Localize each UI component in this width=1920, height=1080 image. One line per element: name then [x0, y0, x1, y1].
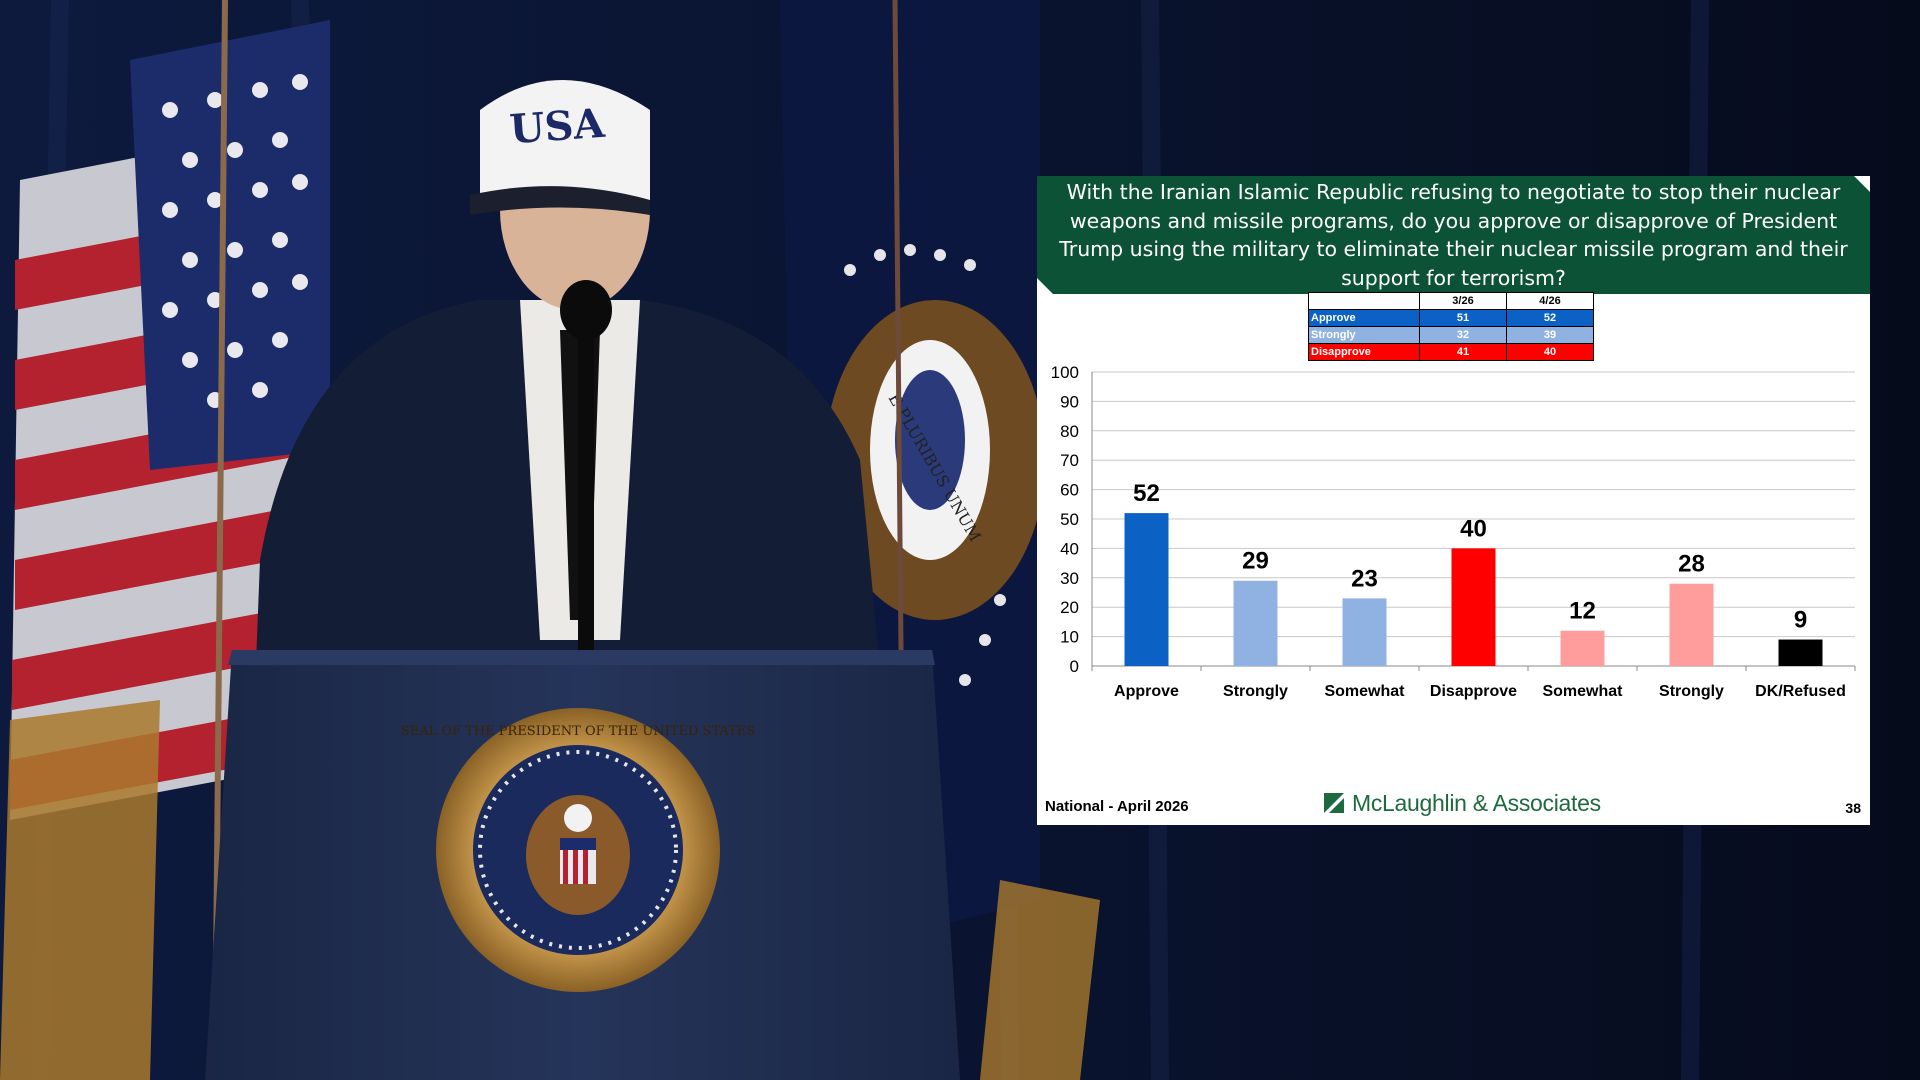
bar	[1124, 513, 1169, 666]
y-tick-label: 60	[1060, 481, 1079, 500]
data-label: 12	[1569, 598, 1596, 625]
trend-row-label: Strongly	[1308, 326, 1420, 344]
y-tick-label: 40	[1060, 539, 1079, 558]
y-tick-label: 10	[1060, 628, 1079, 647]
bar	[1451, 548, 1496, 666]
trend-row-label: Disapprove	[1308, 343, 1420, 361]
trend-cell: 41	[1419, 343, 1507, 361]
category-label: DK/Refused	[1755, 683, 1846, 700]
bar	[1342, 598, 1387, 666]
trend-cell: 51	[1419, 309, 1507, 327]
y-tick-label: 90	[1060, 392, 1079, 411]
bar	[1778, 639, 1823, 666]
trend-cell: 39	[1506, 326, 1594, 344]
trend-table: 3/26 4/26 Approve 51 52 Strongly 32 39 D…	[1308, 292, 1594, 361]
trend-row-disapprove: Disapprove 41 40	[1308, 343, 1594, 361]
trend-col-header: 3/26	[1419, 292, 1507, 310]
trend-header-row: 3/26 4/26	[1308, 292, 1594, 310]
category-label: Strongly	[1223, 683, 1288, 700]
bar	[1669, 583, 1714, 666]
trend-cell: 40	[1506, 343, 1594, 361]
podium-seal-text: SEAL OF THE PRESIDENT OF THE UNITED STAT…	[401, 724, 755, 739]
category-label: Strongly	[1659, 683, 1724, 700]
y-tick-label: 20	[1060, 598, 1079, 617]
trend-row-approve: Approve 51 52	[1308, 309, 1594, 327]
data-label: 23	[1351, 565, 1378, 592]
data-label: 52	[1133, 480, 1160, 507]
bar	[1560, 630, 1605, 666]
y-tick-label: 70	[1060, 451, 1079, 470]
data-label: 29	[1242, 548, 1269, 575]
y-tick-label: 80	[1060, 422, 1079, 441]
trend-header-corner	[1308, 292, 1420, 310]
category-label: Disapprove	[1430, 683, 1517, 700]
page-number: 38	[1845, 800, 1861, 816]
company-logo: McLaughlin & Associates	[1324, 788, 1601, 818]
us-flag	[0, 0, 330, 1080]
poll-slide: With the Iranian Islamic Republic refusi…	[1037, 176, 1870, 825]
question-banner: With the Iranian Islamic Republic refusi…	[1037, 176, 1870, 294]
data-label: 40	[1460, 515, 1487, 542]
data-label: 28	[1678, 551, 1705, 578]
trend-row-label: Approve	[1308, 309, 1420, 327]
category-label: Approve	[1114, 683, 1179, 700]
bar	[1233, 580, 1278, 666]
logo-text: McLaughlin & Associates	[1352, 789, 1601, 816]
survey-label: National - April 2026	[1045, 798, 1189, 815]
y-tick-label: 50	[1060, 510, 1079, 529]
cap-text: USA	[508, 100, 607, 154]
bar-chart: 0 10 20 30 40 50 60 70 80 90 100 52 Approve 29 Strongl…	[1051, 363, 1856, 700]
trend-cell: 32	[1419, 326, 1507, 344]
trend-row-strongly: Strongly 32 39	[1308, 326, 1594, 344]
podium: SEAL OF THE PRESIDENT OF THE UNITED STAT…	[205, 650, 960, 1080]
question-text: With the Iranian Islamic Republic refusi…	[1059, 180, 1848, 290]
y-tick-label: 30	[1060, 569, 1079, 588]
data-label: 9	[1794, 607, 1807, 634]
category-label: Somewhat	[1324, 683, 1405, 700]
logo-mark-icon	[1324, 793, 1344, 813]
category-label: Somewhat	[1542, 683, 1623, 700]
trend-cell: 52	[1506, 309, 1594, 327]
trend-col-header: 4/26	[1506, 292, 1594, 310]
y-tick-label: 100	[1051, 363, 1079, 382]
y-tick-label: 0	[1070, 657, 1079, 676]
